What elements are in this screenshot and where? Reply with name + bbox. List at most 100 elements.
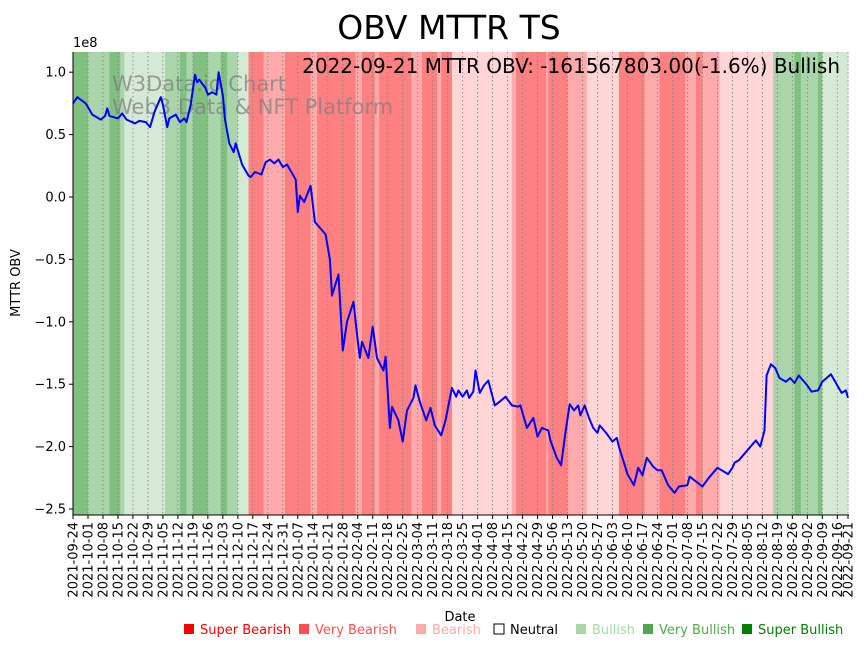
legend-item: Super Bullish	[742, 623, 843, 638]
x-tick-label: 2022-01-21	[321, 522, 336, 598]
legend-swatch	[643, 624, 653, 634]
y-tick-label: −0.5	[34, 253, 66, 268]
x-tick-label: 2022-06-10	[621, 522, 636, 598]
sentiment-band	[310, 52, 318, 515]
sentiment-band	[695, 52, 703, 515]
legend-label: Neutral	[510, 623, 558, 638]
watermark-line-2: Web3 Data & NFT Platform	[112, 95, 393, 119]
sentiment-band	[207, 52, 222, 515]
x-tick-label: 2022-01-07	[291, 522, 306, 598]
watermark: W3Data.io Chart Web3 Data & NFT Platform	[112, 72, 393, 119]
x-tick-label: 2022-04-22	[516, 522, 531, 598]
x-tick-label: 2021-12-03	[216, 522, 231, 598]
legend-swatch	[576, 624, 586, 634]
legend-item: Neutral	[493, 623, 558, 638]
sentiment-band	[186, 52, 194, 515]
y-tick-label: −1.0	[34, 315, 66, 330]
y-offset-label: 1e8	[73, 36, 98, 51]
x-tick-label: 2022-09-21	[842, 522, 857, 598]
x-tick-label: 2022-02-04	[351, 522, 366, 598]
y-tick-label: 1.0	[45, 66, 66, 81]
sentiment-band	[567, 52, 588, 515]
sentiment-band	[546, 52, 549, 515]
legend: Super Bearish Very Bearish Bearish Neutral B…	[184, 623, 843, 638]
sentiment-band	[822, 52, 849, 515]
sentiment-band	[73, 52, 89, 515]
y-ticks: 1.0 0.5 0.0 −0.5 −1.0 −1.5 −2.0 −2.5	[34, 66, 73, 518]
x-tick-label: 2022-08-05	[741, 522, 756, 598]
sentiment-band	[379, 52, 412, 515]
x-tick-label: 2022-04-15	[501, 522, 516, 598]
x-tick-label: 2022-05-06	[546, 522, 561, 598]
x-tick-label: 2022-02-11	[366, 522, 381, 598]
legend-swatch	[742, 624, 752, 634]
x-tick-label: 2021-11-12	[171, 522, 186, 598]
sentiment-band	[516, 52, 547, 515]
x-tick-label: 2022-01-14	[306, 522, 321, 598]
x-tick-label: 2021-10-08	[96, 522, 111, 598]
sentiment-band	[374, 52, 380, 515]
x-ticks: 2021-09-24 2021-10-01 2021-10-08 2021-10-15…	[67, 515, 857, 598]
sentiment-band	[436, 52, 442, 515]
sentiment-band	[220, 52, 228, 515]
x-tick-label: 2021-10-29	[141, 522, 156, 598]
x-tick-label: 2022-08-12	[756, 522, 771, 598]
x-axis-label: Date	[444, 610, 475, 625]
x-tick-label: 2021-12-17	[246, 522, 261, 598]
sentiment-band	[248, 52, 265, 515]
legend-swatch	[299, 624, 309, 634]
x-tick-label: 2022-04-08	[486, 522, 501, 598]
sentiment-band	[719, 52, 774, 515]
x-tick-label: 2022-02-25	[396, 522, 411, 598]
x-tick-label: 2022-07-08	[681, 522, 696, 598]
x-tick-label: 2021-12-24	[261, 522, 276, 598]
sentiment-band	[685, 52, 697, 515]
x-tick-label: 2022-07-01	[666, 522, 681, 598]
x-tick-label: 2021-11-19	[186, 522, 201, 598]
sentiment-band	[794, 52, 802, 515]
x-tick-label: 2022-04-29	[531, 522, 546, 598]
x-tick-label: 2021-11-05	[156, 522, 171, 598]
legend-swatch	[416, 624, 426, 634]
sentiment-band	[192, 52, 209, 515]
y-tick-label: 0.5	[45, 128, 66, 143]
sentiment-band	[586, 52, 620, 515]
legend-item: Bearish	[416, 623, 481, 638]
sentiment-band	[411, 52, 423, 515]
legend-item: Bullish	[576, 623, 635, 638]
x-tick-label: 2021-09-24	[67, 522, 82, 598]
x-tick-label: 2022-02-18	[381, 522, 396, 598]
x-tick-label: 2022-06-17	[636, 522, 651, 598]
latest-value-annotation: 2022-09-21 MTTR OBV: -161567803.00(-1.6%…	[302, 54, 840, 78]
x-tick-label: 2021-11-26	[201, 522, 216, 598]
sentiment-band	[362, 52, 376, 515]
x-tick-label: 2022-05-20	[576, 522, 591, 598]
y-tick-label: −2.5	[34, 503, 66, 518]
legend-label: Bullish	[592, 623, 635, 638]
watermark-line-1: W3Data.io Chart	[112, 72, 286, 96]
sentiment-band	[618, 52, 646, 515]
x-tick-label: 2022-09-02	[801, 522, 816, 598]
x-tick-label: 2022-09-09	[816, 522, 831, 598]
sentiment-band	[644, 52, 661, 515]
x-tick-label: 2021-10-15	[111, 522, 126, 598]
x-tick-label: 2022-03-04	[411, 522, 426, 598]
sentiment-band	[702, 52, 721, 515]
y-axis-label: MTTR OBV	[9, 249, 24, 317]
x-tick-label: 2022-03-11	[426, 522, 441, 598]
x-tick-label: 2022-03-25	[456, 522, 471, 598]
sentiment-band	[511, 52, 517, 515]
x-tick-label: 2022-01-28	[336, 522, 351, 598]
x-tick-label: 2022-03-18	[441, 522, 456, 598]
x-tick-label: 2021-12-31	[276, 522, 291, 598]
legend-label: Super Bearish	[200, 623, 291, 638]
x-tick-label: 2022-07-22	[711, 522, 726, 598]
x-tick-label: 2021-12-10	[231, 522, 246, 598]
sentiment-band	[87, 52, 110, 515]
vertical-gridlines	[72, 52, 849, 515]
sentiment-band	[421, 52, 438, 515]
sentiment-band	[548, 52, 569, 515]
legend-label: Very Bearish	[315, 623, 397, 638]
legend-label: Very Bullish	[659, 623, 735, 638]
